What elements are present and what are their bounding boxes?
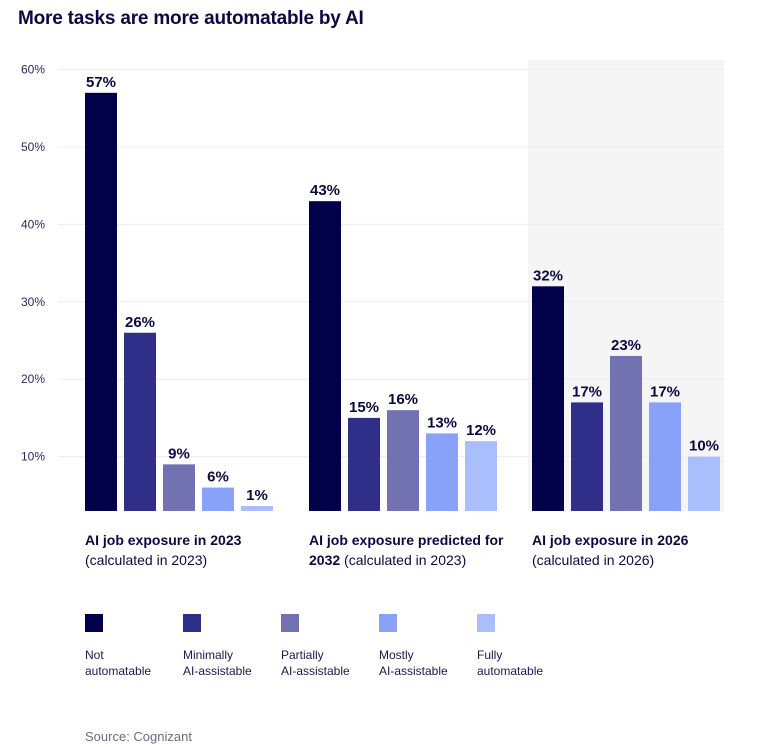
- legend-label: Not automatable: [85, 648, 152, 678]
- group-label-subtitle: (calculated in 2026): [532, 552, 655, 568]
- data-label: 9%: [168, 445, 190, 462]
- chart-title: More tasks are more automatable by AI: [18, 8, 364, 29]
- group-label-title: AI job exposure in 2023: [85, 532, 242, 548]
- legend-swatch: [183, 614, 201, 632]
- group-label-title: AI job exposure predicted for 2032: [309, 532, 504, 568]
- legend-label: Fully automatable: [477, 648, 544, 678]
- legend-label: Partially AI-assistable: [281, 648, 350, 678]
- data-label: 13%: [427, 414, 457, 431]
- data-label: 43%: [310, 182, 340, 199]
- bar-chart: 10% 20% 30% 40% 50% 60% 57% 26% 9% 6% 1% 43% 15% 16% 1…: [20, 62, 724, 511]
- data-label: 26%: [125, 314, 155, 331]
- data-label: 10%: [689, 438, 719, 455]
- legend-swatch: [477, 614, 495, 632]
- bar: [387, 410, 419, 511]
- legend-swatch: [379, 614, 397, 632]
- data-label: 23%: [611, 337, 641, 354]
- legend-label: Mostly AI-assistable: [379, 648, 448, 678]
- bar: [202, 487, 234, 511]
- data-label: 57%: [86, 74, 116, 91]
- legend-item: Not automatable: [85, 614, 185, 679]
- bar: [124, 332, 156, 511]
- bar: [649, 402, 681, 511]
- source-note: Source: Cognizant: [85, 729, 192, 744]
- legend-label: Minimally AI-assistable: [183, 648, 252, 678]
- data-label: 1%: [246, 487, 268, 504]
- data-label: 6%: [207, 469, 229, 486]
- y-tick-label: 60%: [21, 63, 45, 77]
- y-tick-label: 10%: [21, 450, 45, 464]
- legend-item: Fully automatable: [477, 614, 577, 679]
- bar: [532, 286, 564, 511]
- legend-item: Mostly AI-assistable: [379, 614, 479, 679]
- group-label: AI job exposure in 2023 (calculated in 2…: [85, 530, 285, 570]
- group-label-subtitle: (calculated in 2023): [340, 552, 467, 568]
- bar: [163, 464, 195, 511]
- bar: [610, 355, 642, 511]
- bar: [85, 92, 117, 511]
- data-label: 16%: [388, 391, 418, 408]
- y-tick-label: 20%: [21, 372, 45, 386]
- bar: [241, 506, 273, 511]
- data-label: 12%: [466, 422, 496, 439]
- bar: [571, 402, 603, 511]
- data-label: 32%: [533, 267, 563, 284]
- legend-item: Minimally AI-assistable: [183, 614, 283, 679]
- bar: [348, 417, 380, 511]
- group-label: AI job exposure predicted for 2032 (calc…: [309, 530, 529, 570]
- bar: [688, 456, 720, 511]
- bar: [426, 433, 458, 511]
- bar: [309, 201, 341, 511]
- y-tick-label: 40%: [21, 217, 45, 231]
- legend-swatch: [281, 614, 299, 632]
- y-tick-label: 50%: [21, 140, 45, 154]
- group-label-subtitle: (calculated in 2023): [85, 552, 208, 568]
- legend-swatch: [85, 614, 103, 632]
- legend-item: Partially AI-assistable: [281, 614, 381, 679]
- bar: [465, 441, 497, 511]
- y-tick-label: 30%: [21, 295, 45, 309]
- group-label-title: AI job exposure in 2026: [532, 532, 689, 548]
- group-label: AI job exposure in 2026 (calculated in 2…: [532, 530, 722, 570]
- data-label: 17%: [572, 383, 602, 400]
- data-label: 15%: [349, 399, 379, 416]
- data-label: 17%: [650, 383, 680, 400]
